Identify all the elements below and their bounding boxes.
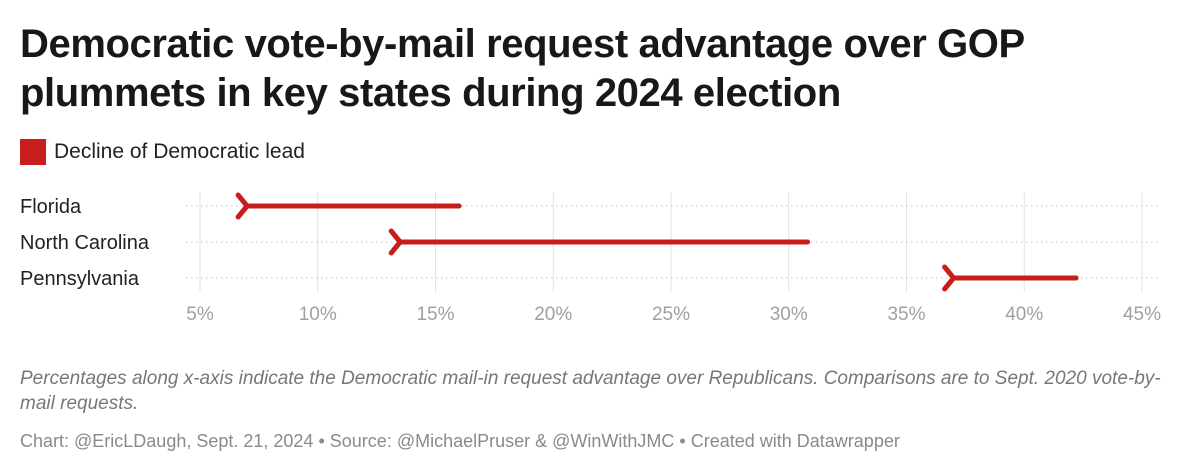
chart-credit: Chart: @EricLDaugh, Sept. 21, 2024 bbox=[20, 431, 314, 451]
legend-swatch bbox=[20, 139, 46, 165]
x-tick-label: 15% bbox=[416, 304, 454, 325]
x-tick-label: 25% bbox=[652, 304, 690, 325]
source-credit: Source: @MichaelPruser & @WinWithJMC bbox=[329, 431, 675, 451]
x-tick-label: 10% bbox=[299, 304, 337, 325]
arrow-head bbox=[235, 192, 250, 220]
footer-separator: • bbox=[679, 431, 691, 451]
x-tick-label: 40% bbox=[1005, 304, 1043, 325]
x-tick-label: 5% bbox=[186, 304, 214, 325]
x-tick-label: 35% bbox=[887, 304, 925, 325]
arrow-head bbox=[942, 264, 957, 292]
arrow-marks bbox=[235, 192, 1079, 292]
tool-credit: Created with Datawrapper bbox=[690, 431, 900, 451]
x-tick-label: 30% bbox=[770, 304, 808, 325]
footer-separator: • bbox=[318, 431, 330, 451]
x-axis: 5% 10% 15% 20% 25% 30% 35% 40% 45% bbox=[186, 304, 1161, 325]
footer: Chart: @EricLDaugh, Sept. 21, 2024 • Sou… bbox=[20, 429, 1180, 453]
category-label: Florida bbox=[20, 196, 82, 218]
chart-title: Democratic vote-by-mail request advantag… bbox=[20, 22, 1025, 115]
x-tick-label: 20% bbox=[534, 304, 572, 325]
legend: Decline of Democratic lead bbox=[20, 138, 305, 166]
x-tick-label: 45% bbox=[1123, 304, 1161, 325]
legend-label: Decline of Democratic lead bbox=[54, 140, 305, 163]
arrow-head bbox=[388, 228, 403, 256]
category-label: Pennsylvania bbox=[20, 268, 140, 290]
chart-rows: Florida North Carolina Pennsylvania bbox=[20, 196, 1160, 290]
chart-note: Percentages along x-axis indicate the De… bbox=[20, 368, 1161, 414]
arrow-chart: Florida North Carolina Pennsylvania 5% 10% 1… bbox=[20, 192, 1161, 325]
category-label: North Carolina bbox=[20, 232, 150, 254]
